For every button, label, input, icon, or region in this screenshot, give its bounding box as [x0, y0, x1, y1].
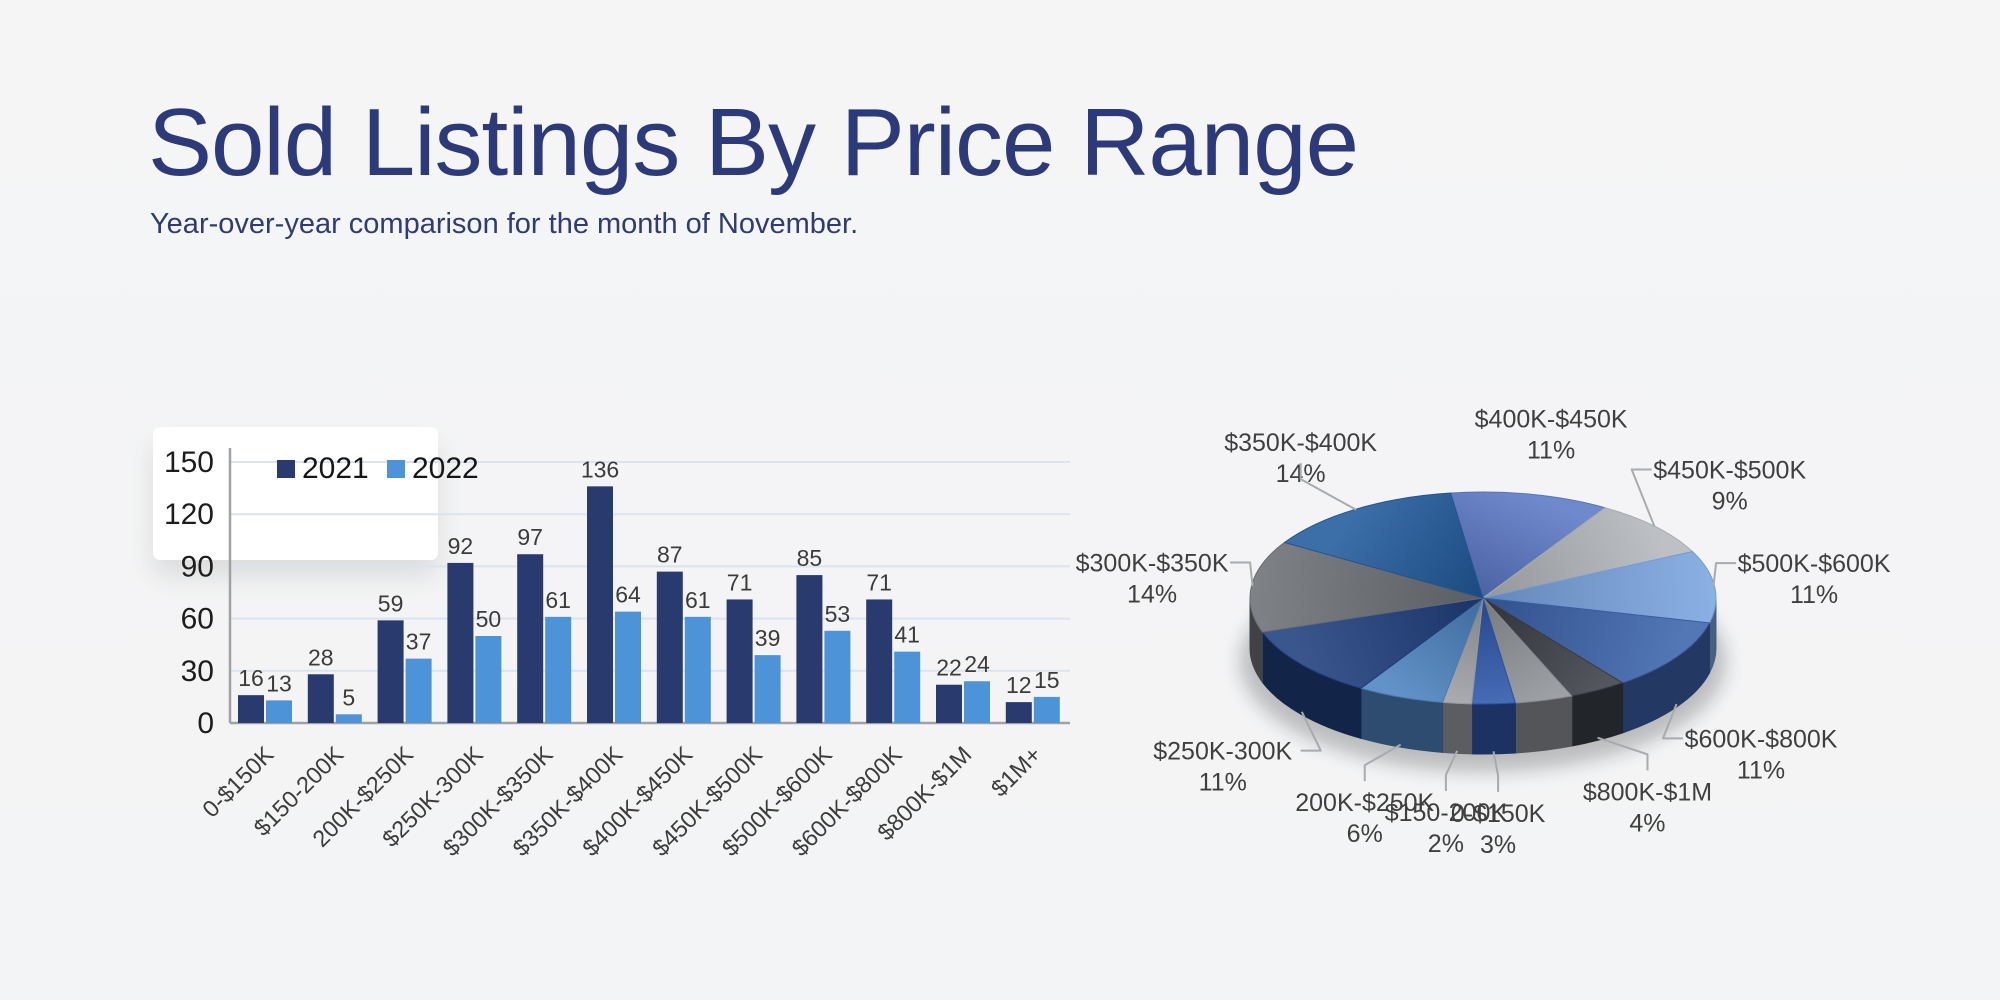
- bar-value-label: 28: [308, 644, 334, 670]
- pie-label-$800K-$1M: $800K-$1M 4%: [1583, 778, 1712, 837]
- bar-2021-5: [587, 486, 613, 723]
- pie-leader-$250K-300K: [1300, 711, 1322, 752]
- pie-label-0-$150K: 0-$150K 3%: [1451, 800, 1546, 859]
- bar-2022-7: [754, 655, 781, 723]
- bar-2021-11: [1005, 702, 1032, 723]
- bar-value-label: 85: [797, 545, 823, 571]
- pie-label-$250K-300K: $250K-300K 11%: [1153, 738, 1292, 797]
- bar-value-label: 59: [378, 590, 404, 616]
- y-tick-label: 120: [164, 498, 214, 531]
- pie-label-$350K-$400K: $350K-$400K 14%: [1224, 429, 1377, 488]
- x-category-label: $1M+: [986, 741, 1046, 801]
- bar-2022-6: [684, 616, 711, 723]
- bar-value-label: 50: [476, 606, 502, 632]
- legend-swatch-2022: [387, 460, 405, 478]
- bar-value-label: 16: [238, 665, 264, 691]
- bar-2021-9: [866, 599, 893, 723]
- pie-label-$500K-$600K: $500K-$600K 11%: [1738, 550, 1891, 609]
- bar-value-label: 24: [964, 651, 990, 677]
- pie-chart-svg: $400K-$450K 11% $450K-$500K 9% $500K-$600K 11…: [1076, 406, 1891, 859]
- pie-slice-side-0-$150K: [1471, 702, 1516, 755]
- bar-2021-1: [307, 674, 334, 723]
- bar-value-label: 5: [342, 684, 355, 710]
- bar-value-label: 22: [936, 655, 962, 681]
- bar-2022-3: [475, 636, 502, 723]
- pie-label-$150-200K: $150-200K 2%: [1385, 799, 1508, 858]
- bar-value-label: 13: [266, 670, 292, 696]
- pie-leader-$800K-$1M: [1597, 736, 1649, 771]
- page-subtitle: Year-over-year comparison for the month …: [150, 208, 859, 241]
- bar-2022-0: [266, 700, 292, 723]
- bar-2021-0: [238, 695, 264, 723]
- bar-2022-9: [894, 651, 921, 723]
- bar-value-label: 87: [657, 542, 683, 568]
- bar-2021-2: [377, 620, 404, 723]
- y-tick-label: 0: [197, 707, 214, 740]
- page-header: Sold Listings By Price Range Year-over-y…: [148, 88, 1359, 241]
- y-tick-label: 30: [181, 655, 214, 688]
- pie-leader-$500K-$600K: [1712, 562, 1737, 587]
- legend-label-2021: 2021: [302, 452, 369, 485]
- pie-chart: $400K-$450K 11% $450K-$500K 9% $500K-$600K 11…: [1040, 330, 2000, 890]
- bar-2021-4: [517, 554, 544, 723]
- legend-label-2022: 2022: [412, 452, 479, 485]
- pie-leader-$350K-$400K: [1299, 463, 1357, 511]
- y-tick-label: 90: [181, 550, 214, 583]
- bar-value-label: 71: [866, 569, 892, 595]
- pie-slice-side-$150-200K: [1442, 701, 1473, 755]
- y-tick-label: 150: [164, 446, 214, 479]
- bar-value-label: 61: [685, 587, 711, 613]
- pie-slice-side-unlabeled: [1514, 695, 1573, 754]
- pie-leader-200K-$250K: [1363, 743, 1402, 782]
- bar-2022-1: [335, 714, 362, 723]
- bar-2022-2: [405, 658, 432, 723]
- bar-value-label: 61: [545, 587, 571, 613]
- pie-slice-$600K-$800K: [1482, 597, 1711, 684]
- bar-2022-5: [615, 611, 641, 723]
- pie-leader-0-$150K: [1492, 751, 1500, 792]
- bar-2022-11: [1033, 696, 1060, 723]
- bar-value-label: 37: [406, 629, 432, 655]
- pie-slice-$500K-$600K: [1482, 550, 1717, 624]
- pie-label-$600K-$800K: $600K-$800K 11%: [1685, 725, 1838, 784]
- pie-label-$400K-$450K: $400K-$450K 11%: [1475, 406, 1628, 465]
- bar-2021-3: [447, 562, 474, 723]
- pie-slice-$300K-$350K: [1249, 541, 1484, 633]
- bar-2021-8: [796, 575, 823, 723]
- bar-value-label: 41: [894, 622, 920, 648]
- y-tick-label: 60: [181, 603, 214, 636]
- bar-2021-10: [936, 684, 962, 723]
- legend-swatch-2021: [277, 460, 295, 478]
- bar-2021-7: [726, 599, 753, 723]
- page-title: Sold Listings By Price Range: [148, 89, 1359, 196]
- pie-slice-$400K-$450K: [1449, 491, 1607, 599]
- bar-chart: 0 30 60 90 120 150 16 13 0-$150K 28 5 $150-200K 59 37…: [140, 420, 1100, 870]
- bar-2022-4: [545, 616, 572, 723]
- bar-value-label: 71: [727, 569, 753, 595]
- bar-value-label: 64: [615, 582, 641, 608]
- bar-value-label: 136: [581, 456, 619, 482]
- bar-value-label: 12: [1006, 672, 1032, 698]
- bar-2022-8: [824, 630, 851, 723]
- pie-label-$300K-$350K: $300K-$350K 14%: [1076, 549, 1229, 608]
- bar-value-label: 15: [1034, 667, 1060, 693]
- bar-2022-10: [964, 681, 990, 723]
- pie-label-$450K-$500K: $450K-$500K 9%: [1653, 456, 1806, 515]
- bar-value-label: 97: [517, 524, 543, 550]
- pie-label-200K-$250K: 200K-$250K 6%: [1295, 789, 1434, 848]
- pie-leader-$600K-$800K: [1662, 703, 1684, 740]
- bar-value-label: 53: [825, 601, 851, 627]
- pie-leader-$300K-$350K: [1230, 561, 1254, 587]
- decorative-card: [153, 427, 438, 560]
- pie-leader-$150-200K: [1444, 750, 1459, 791]
- pie-leader-$450K-$500K: [1630, 468, 1656, 528]
- bar-value-label: 39: [755, 625, 781, 651]
- bar-value-label: 92: [448, 533, 474, 559]
- bar-2021-6: [656, 571, 683, 723]
- pie-slice-$250K-300K: [1261, 597, 1484, 689]
